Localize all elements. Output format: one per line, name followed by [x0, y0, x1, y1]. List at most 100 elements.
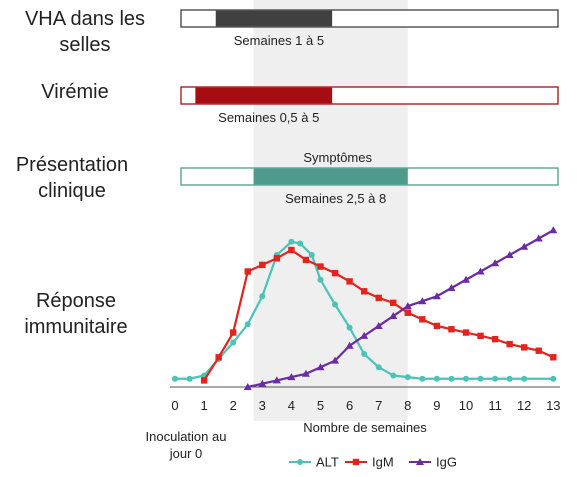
- annotation-inoculation: Inoculation au jour 0: [145, 429, 227, 461]
- point-alt-8: [288, 238, 295, 245]
- point-igm-14: [404, 309, 411, 316]
- point-igm-7: [302, 256, 310, 264]
- point-alt-18: [419, 375, 426, 382]
- point-igg-7: [345, 341, 354, 349]
- point-igm-19: [477, 332, 484, 340]
- point-alt-6: [259, 293, 266, 300]
- point-igg-4: [301, 369, 310, 377]
- point-alt-16: [390, 372, 397, 379]
- point-igg-2: [272, 376, 281, 384]
- point-igm-18: [462, 329, 470, 336]
- x-tick-label-6: 6: [346, 398, 353, 413]
- point-alt-17: [404, 374, 411, 381]
- point-igm-16: [433, 322, 441, 330]
- point-igg-6: [331, 356, 340, 364]
- caption-viremia: Semaines 0,5 à 5: [218, 110, 319, 125]
- point-alt-14: [361, 351, 368, 357]
- point-igg-12: [418, 297, 427, 305]
- point-igm-2: [230, 329, 237, 336]
- point-igm-9: [331, 269, 339, 277]
- x-tick-label-5: 5: [317, 398, 324, 413]
- point-igg-15: [462, 275, 470, 283]
- x-tick-label-13: 13: [546, 398, 560, 413]
- x-tick-label-4: 4: [288, 398, 295, 413]
- point-alt-25: [521, 375, 528, 382]
- point-igg-9: [374, 321, 383, 329]
- point-alt-10: [308, 252, 315, 258]
- point-alt-1: [186, 375, 193, 382]
- point-alt-0: [172, 375, 178, 382]
- x-tick-label-2: 2: [230, 398, 237, 413]
- point-igm-11: [360, 288, 368, 295]
- point-alt-12: [332, 301, 339, 308]
- row-label-viremia: Virémie: [41, 81, 109, 103]
- point-igg-1: [258, 379, 267, 387]
- point-alt-13: [346, 324, 353, 331]
- x-axis-label: Nombre de semaines: [303, 420, 427, 435]
- point-igg-14: [447, 284, 456, 291]
- timeline-fill-hav_stool: [215, 10, 333, 27]
- point-igm-21: [506, 340, 513, 348]
- x-tick-label-1: 1: [200, 398, 207, 413]
- point-igm-22: [521, 344, 528, 351]
- shaded-interval: [253, 0, 408, 421]
- x-tick-label-12: 12: [517, 398, 531, 413]
- legend-label-igg: IgG: [436, 455, 457, 470]
- point-alt-15: [375, 364, 382, 371]
- point-igg-10: [389, 312, 398, 320]
- x-tick-label-0: 0: [171, 398, 178, 413]
- legend-label-igm: IgM: [372, 455, 394, 470]
- x-tick-label-9: 9: [433, 398, 440, 413]
- point-igg-19: [520, 242, 529, 250]
- legend-marker-igm: [352, 458, 360, 466]
- point-alt-19: [433, 375, 440, 382]
- point-igg-16: [476, 267, 485, 275]
- point-alt-20: [448, 375, 455, 382]
- series-line-igg: [247, 229, 554, 389]
- point-igm-3: [244, 268, 251, 275]
- point-igg-0: [243, 383, 252, 390]
- point-igm-20: [491, 335, 499, 343]
- caption-hav_stool: Semaines 1 à 5: [234, 33, 324, 48]
- x-tick-label-11: 11: [488, 398, 502, 413]
- point-igg-13: [432, 292, 441, 300]
- row-label-clinical: Présentation clinique: [15, 154, 129, 202]
- row-label-hav-stool: VHA dans les selles: [24, 8, 146, 56]
- point-igm-5: [273, 255, 281, 262]
- point-igg-21: [549, 226, 558, 234]
- legend-marker-alt: [297, 459, 303, 465]
- point-alt-9: [297, 240, 304, 247]
- point-igm-24: [550, 354, 557, 361]
- point-igg-8: [360, 331, 369, 339]
- point-igm-10: [346, 278, 353, 285]
- point-igm-1: [215, 354, 222, 361]
- point-igm-23: [535, 347, 542, 354]
- point-alt-22: [477, 375, 484, 382]
- x-tick-label-10: 10: [459, 398, 473, 413]
- point-igm-4: [259, 261, 266, 269]
- x-tick-label-7: 7: [375, 398, 382, 413]
- x-tick-label-3: 3: [259, 398, 266, 413]
- point-alt-26: [550, 375, 557, 382]
- point-igm-15: [419, 316, 426, 323]
- point-igm-6: [288, 246, 295, 254]
- point-igg-11: [403, 302, 412, 310]
- timeline-fill-clinical: [253, 168, 408, 185]
- point-alt-11: [317, 276, 324, 283]
- point-igm-0: [200, 377, 208, 384]
- row-label-immune: Réponse immunitaire: [24, 290, 128, 338]
- point-igm-13: [390, 299, 397, 307]
- point-igm-12: [375, 294, 382, 302]
- point-igg-20: [534, 234, 543, 242]
- point-igg-17: [491, 259, 500, 267]
- point-alt-5: [244, 321, 251, 328]
- point-igg-18: [505, 251, 514, 258]
- label-symptomes: Symptômes: [303, 150, 372, 165]
- point-igg-3: [287, 373, 296, 381]
- x-tick-label-8: 8: [404, 398, 411, 413]
- caption-clinical: Semaines 2,5 à 8: [285, 191, 386, 206]
- point-alt-21: [463, 375, 469, 382]
- legend-marker-igg: [416, 458, 424, 465]
